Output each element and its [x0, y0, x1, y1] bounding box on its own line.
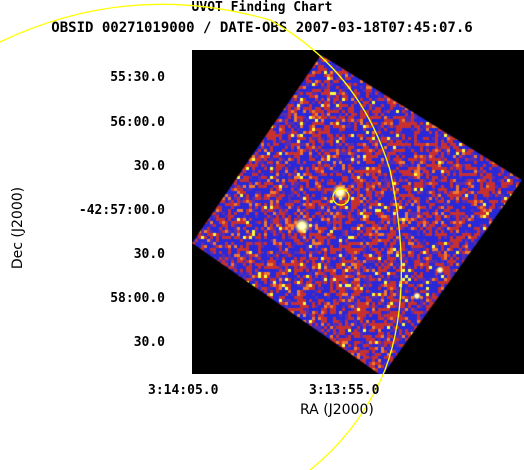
dec-tick-label: 55:30.0	[110, 70, 165, 85]
dec-tick-label: 56:00.0	[110, 115, 165, 130]
x-axis-label: RA (J2000)	[300, 402, 374, 418]
y-axis-label: Dec (J2000)	[10, 186, 27, 270]
dec-tick-label: 30.0	[133, 159, 165, 174]
chart-title: UVOT Finding Chart	[191, 0, 333, 15]
dec-tick-label: 58:00.0	[110, 291, 165, 306]
finding-chart-image	[192, 50, 524, 374]
dec-tick-label: -42:57:00.0	[78, 203, 165, 218]
ra-tick-label: 3:14:05.0	[148, 383, 219, 398]
ra-tick-label: 3:13:55.0	[309, 383, 380, 398]
dec-tick-label: 30.0	[133, 247, 165, 262]
dec-tick-label: 30.0	[133, 335, 165, 350]
chart-subtitle: OBSID 00271019000 / DATE-OBS 2007-03-18T…	[51, 20, 473, 36]
